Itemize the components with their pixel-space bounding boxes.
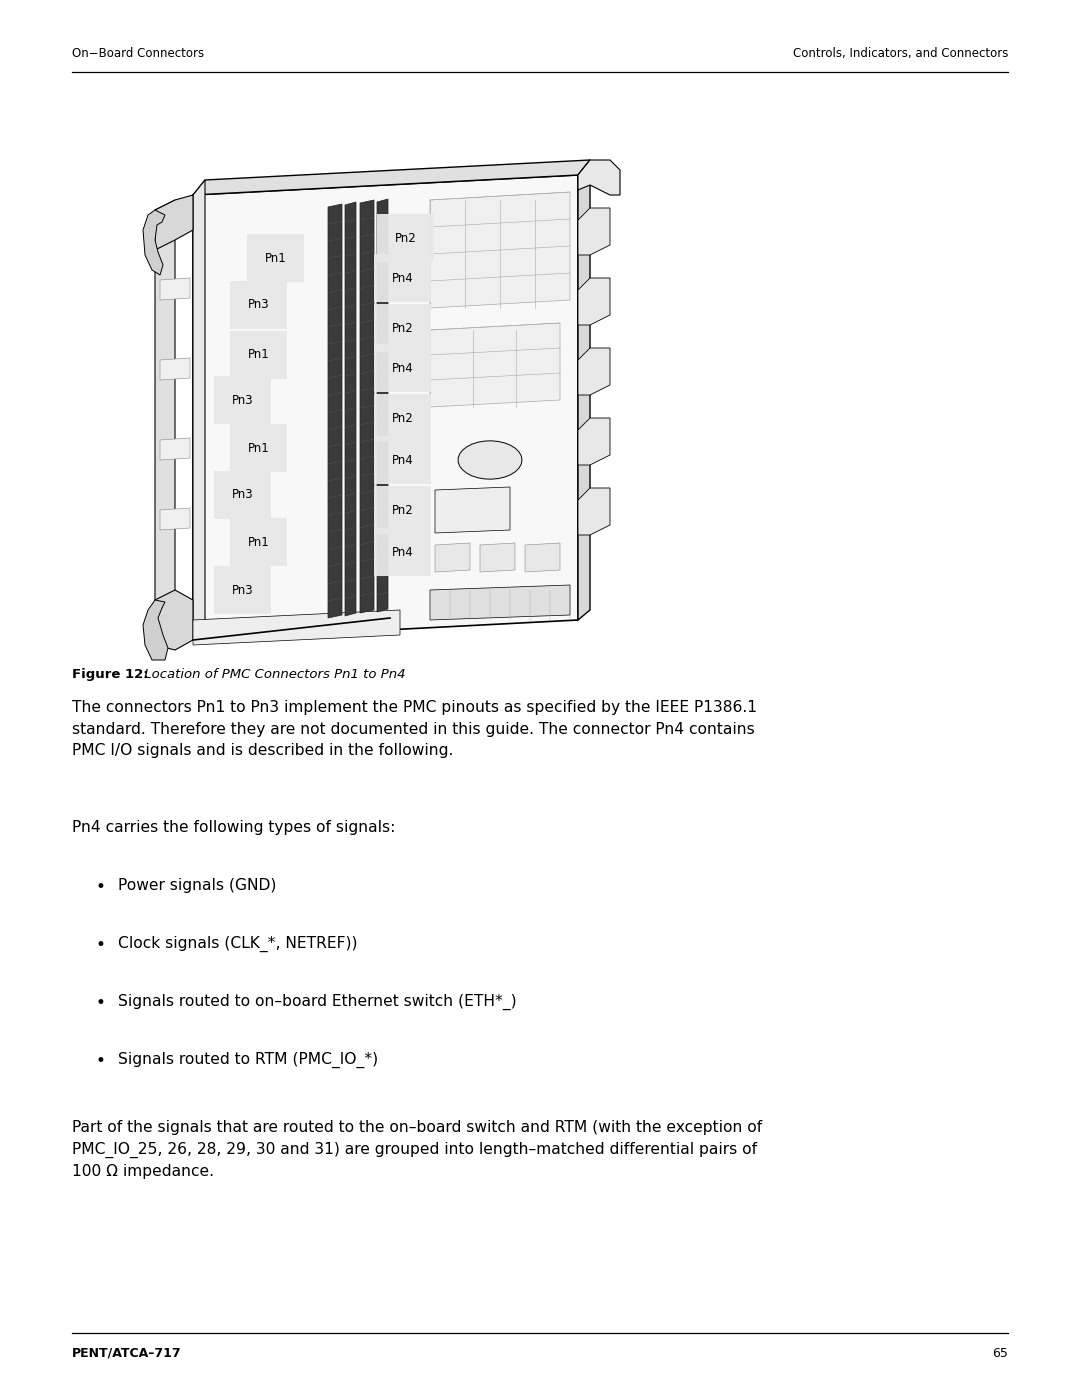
Text: •: • <box>95 995 105 1011</box>
Text: Signals routed to on–board Ethernet switch (ETH*_): Signals routed to on–board Ethernet swit… <box>118 995 516 1010</box>
Text: Pn3: Pn3 <box>232 489 254 501</box>
Text: Pn3: Pn3 <box>248 298 270 312</box>
Text: 65: 65 <box>993 1347 1008 1360</box>
Polygon shape <box>377 199 388 612</box>
Text: Pn1: Pn1 <box>248 535 270 549</box>
Text: Pn1: Pn1 <box>248 442 270 454</box>
Polygon shape <box>160 358 190 380</box>
Polygon shape <box>578 160 590 620</box>
Text: On−Board Connectors: On−Board Connectors <box>72 47 204 60</box>
Polygon shape <box>430 585 570 620</box>
Text: Controls, Indicators, and Connectors: Controls, Indicators, and Connectors <box>793 47 1008 60</box>
Polygon shape <box>143 210 165 274</box>
Polygon shape <box>328 203 342 618</box>
Polygon shape <box>156 201 175 630</box>
Polygon shape <box>193 176 578 639</box>
Polygon shape <box>193 610 400 645</box>
Polygon shape <box>430 323 561 407</box>
Text: Location of PMC Connectors Pn1 to Pn4: Location of PMC Connectors Pn1 to Pn4 <box>140 669 405 681</box>
Text: Pn3: Pn3 <box>232 393 254 407</box>
Polygon shape <box>435 488 510 534</box>
Text: Pn1: Pn1 <box>265 252 287 265</box>
Text: •: • <box>95 878 105 896</box>
Polygon shape <box>458 440 522 479</box>
Text: Pn1: Pn1 <box>248 348 270 362</box>
Text: Pn3: Pn3 <box>232 584 254 596</box>
Polygon shape <box>578 348 610 396</box>
Polygon shape <box>345 202 356 616</box>
Text: Pn4: Pn4 <box>392 454 414 467</box>
Polygon shape <box>156 591 193 651</box>
Polygon shape <box>360 201 374 613</box>
Text: Pn2: Pn2 <box>392 322 414 334</box>
Polygon shape <box>578 418 610 465</box>
Text: Part of the signals that are routed to the on–board switch and RTM (with the exc: Part of the signals that are routed to t… <box>72 1120 762 1180</box>
Polygon shape <box>578 488 610 535</box>
Polygon shape <box>480 543 515 573</box>
Text: Pn4 carries the following types of signals:: Pn4 carries the following types of signa… <box>72 820 395 834</box>
Text: Signals routed to RTM (PMC_IO_*): Signals routed to RTM (PMC_IO_*) <box>118 1052 378 1068</box>
Text: •: • <box>95 1052 105 1070</box>
Text: Pn2: Pn2 <box>395 231 417 245</box>
Text: Pn4: Pn4 <box>392 272 414 284</box>
Text: Pn2: Pn2 <box>392 503 414 517</box>
Polygon shape <box>525 543 561 573</box>
Text: Figure 12:: Figure 12: <box>72 669 149 681</box>
Text: •: • <box>95 936 105 954</box>
Text: Pn4: Pn4 <box>392 546 414 559</box>
Polygon shape <box>193 160 590 195</box>
Polygon shape <box>435 543 470 573</box>
Text: PENT/ATCA–717: PENT/ATCA–717 <box>72 1347 181 1360</box>
Polygon shape <box>160 279 190 299</box>
Polygon shape <box>578 160 620 195</box>
Polygon shape <box>160 508 190 529</box>
Polygon shape <box>430 192 570 308</box>
Polygon shape <box>160 437 190 460</box>
Polygon shape <box>193 180 205 639</box>
Polygon shape <box>578 279 610 325</box>
Text: The connectors Pn1 to Pn3 implement the PMC pinouts as specified by the IEEE P13: The connectors Pn1 to Pn3 implement the … <box>72 701 757 758</box>
Polygon shape <box>143 600 168 660</box>
Text: Pn4: Pn4 <box>392 362 414 375</box>
Polygon shape <box>156 195 193 249</box>
Polygon shape <box>578 208 610 255</box>
Text: Clock signals (CLK_*, NETREF)): Clock signals (CLK_*, NETREF)) <box>118 936 357 953</box>
Text: Power signals (GND): Power signals (GND) <box>118 878 276 893</box>
Text: Pn2: Pn2 <box>392 411 414 425</box>
